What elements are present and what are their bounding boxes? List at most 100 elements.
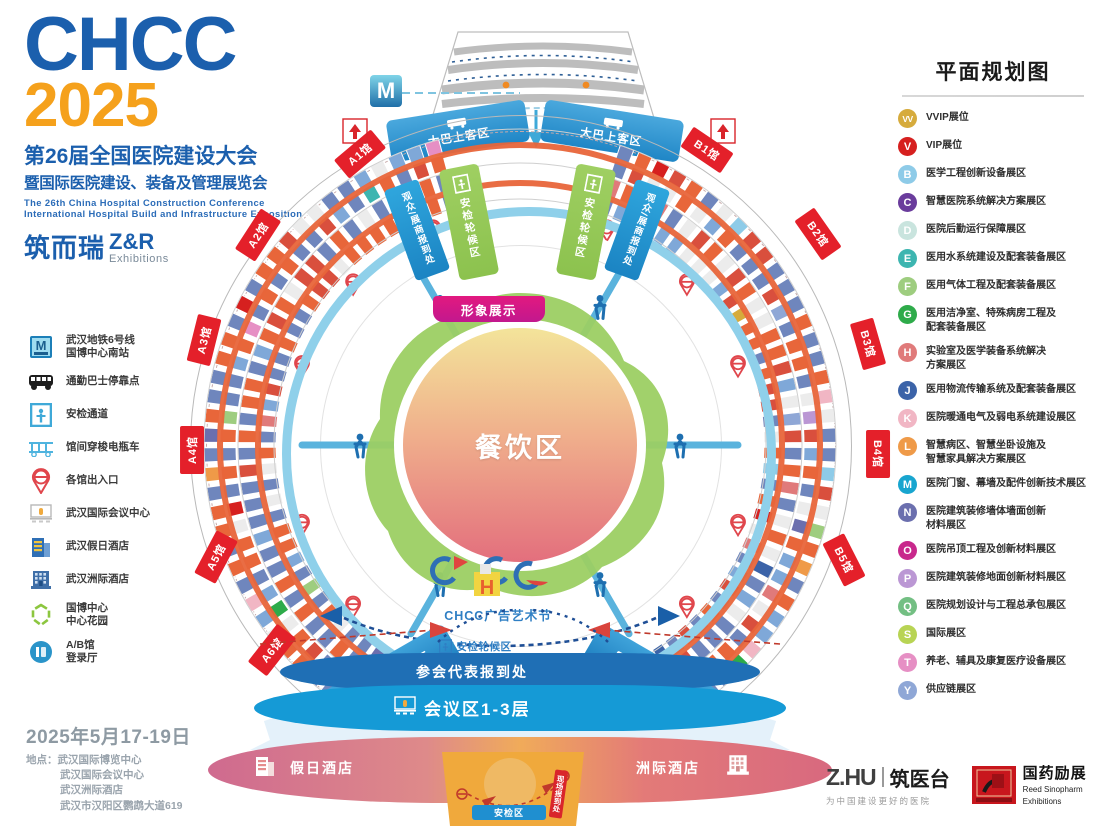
facility-item-metro: M 武汉地铁6号线 国博中心南站 xyxy=(26,330,226,364)
legend-item-o[interactable]: O 医院吊顶工程及创新材料展区 xyxy=(898,541,1088,560)
metro-icon: M xyxy=(26,333,56,361)
holiday-inn-icon xyxy=(26,533,56,561)
legend-label: 医院规划设计与工程总承包展区 xyxy=(926,600,1066,611)
hall-entrance-arrow-a1 xyxy=(342,118,368,144)
legend-label: 实验室及医学装备系统解决 方案展区 xyxy=(926,346,1046,371)
legend-item-h[interactable]: H 实验室及医学装备系统解决 方案展区 xyxy=(898,343,1088,372)
facility-legend: M 武汉地铁6号线 国博中心南站 通勤巴士停靠点 安检通道 馆间穿梭电瓶车 xyxy=(26,330,226,672)
legend-item-t[interactable]: T 养老、辅具及康复医疗设备展区 xyxy=(898,653,1088,672)
legend-item-d[interactable]: D 医院后勤运行保障展区 xyxy=(898,221,1088,240)
conference-title-cn: 第26届全国医院建设大会 xyxy=(24,145,258,169)
legend-badge-k: K xyxy=(898,409,917,428)
shuttle-route-arrows xyxy=(259,622,781,645)
legend-label: 医用物流传输系统及配套装备展区 xyxy=(926,384,1076,395)
legend-item-vv[interactable]: VV VVIP展位 xyxy=(898,109,1088,128)
legend-item-y[interactable]: Y 供应链展区 xyxy=(898,681,1088,700)
legend-badge-d: D xyxy=(898,221,917,240)
hall-tag-a4[interactable]: A4馆 xyxy=(180,425,205,475)
reed-name-cn: 国药励展 xyxy=(1022,765,1087,782)
venue-line: 武汉国际博览中心 xyxy=(57,754,142,766)
legend-item-p[interactable]: P 医院建筑装修地面创新材料展区 xyxy=(898,569,1088,588)
legend-item-c[interactable]: C 智慧医院系统解决方案展区 xyxy=(898,193,1088,212)
delegate-registration-bar[interactable] xyxy=(280,653,760,691)
legend-badge-vv: VV xyxy=(898,109,917,128)
organizer-name-cn: 筑而瑞 xyxy=(24,233,106,263)
legend-item-f[interactable]: F 医用气体工程及配套装备展区 xyxy=(898,277,1088,296)
parking-deck xyxy=(431,31,655,119)
legend-label: 医院后勤运行保障展区 xyxy=(926,224,1026,235)
facility-label: 安检通道 xyxy=(66,408,108,421)
pedestrian-icon xyxy=(593,572,607,598)
facility-item-garden: 国博中心 中心花园 xyxy=(26,598,226,632)
legend-item-q[interactable]: Q 医院规划设计与工程总承包展区 xyxy=(898,597,1088,616)
legend-item-s[interactable]: S 国际展区 xyxy=(898,625,1088,644)
legend-label: 医院建筑装修墙体墙面创新 材料展区 xyxy=(926,506,1046,531)
facility-item-registration-hall: A/B馆 登录厅 xyxy=(26,635,226,669)
conference-icon xyxy=(394,696,416,715)
legend-divider xyxy=(902,95,1084,97)
legend-label: 医用气体工程及配套装备展区 xyxy=(926,280,1056,291)
brand-year: 2025 xyxy=(24,71,159,141)
registration-hall-icon xyxy=(26,638,56,666)
security-gate-icon xyxy=(583,173,604,194)
svg-text:H: H xyxy=(480,577,494,599)
security-gate-icon xyxy=(438,638,452,654)
facility-item-conference-center: 武汉国际会议中心 xyxy=(26,499,226,529)
legend-item-b[interactable]: B 医学工程创新设备展区 xyxy=(898,165,1088,184)
facility-label: 各馆出入口 xyxy=(66,474,119,487)
facility-item-shuttle: 馆间穿梭电瓶车 xyxy=(26,433,226,463)
dining-area[interactable]: 餐饮区 xyxy=(398,323,642,567)
legend-badge-b: B xyxy=(898,165,917,184)
metro-connector-line xyxy=(402,92,520,94)
image-display-banner[interactable]: 形象展示 xyxy=(433,296,545,322)
hall-tag-b4[interactable]: B4馆 xyxy=(866,429,891,479)
security-zone-bar[interactable]: 安检区 xyxy=(472,805,546,820)
legend-label: 医用水系统建设及配套装备展区 xyxy=(926,252,1066,263)
event-venue: 地点：武汉国际博览中心 武汉国际会议中心 武汉洲际酒店 武汉市汉阳区鹦鹉大道61… xyxy=(26,753,191,814)
event-date: 2025年5月17-19日 xyxy=(26,727,191,748)
hotel-left-label: 假日酒店 xyxy=(290,760,354,776)
security-waiting-right[interactable]: 安检轮候区 xyxy=(555,163,617,281)
security-waiting-label: 安检轮候区 xyxy=(572,196,597,260)
security-waiting-bottom[interactable]: 安检轮候区 xyxy=(415,637,535,655)
legend-label: 医院暖通电气及弱电系统建设展区 xyxy=(926,412,1076,423)
legend-item-v[interactable]: V VIP展位 xyxy=(898,137,1088,156)
intercontinental-icon xyxy=(727,755,749,775)
intercontinental-icon xyxy=(26,566,56,594)
metro-badge-label: M xyxy=(376,78,396,103)
legend-item-j[interactable]: J 医用物流传输系统及配套装备展区 xyxy=(898,381,1088,400)
security-waiting-connectors xyxy=(437,608,609,643)
exhibition-floor-plan[interactable]: M 大巴上客区 大巴上客区 xyxy=(170,10,891,835)
metro-badge[interactable]: M xyxy=(370,75,402,107)
reed-sinopharm-logo: 国药励展 Reed Sinopharm Exhibitions xyxy=(971,762,1087,807)
security-waiting-left[interactable]: 安检轮候区 xyxy=(438,163,500,281)
art-festival-label: CHCC广告艺术节 xyxy=(444,609,552,623)
legend-label: 供应链展区 xyxy=(926,684,976,695)
legend-item-e[interactable]: E 医用水系统建设及配套装备展区 xyxy=(898,249,1088,268)
legend-item-n[interactable]: N 医院建筑装修墙体墙面创新 材料展区 xyxy=(898,503,1088,532)
legend-item-m[interactable]: M 医院门窗、幕墙及配件创新技术展区 xyxy=(898,475,1088,494)
hall-entrance-arrow-b1 xyxy=(710,118,736,144)
legend-badge-t: T xyxy=(898,653,917,672)
facility-item-holiday-inn: 武汉假日酒店 xyxy=(26,532,226,562)
conference-area-bar[interactable] xyxy=(254,685,786,731)
legend-badge-e: E xyxy=(898,249,917,268)
zhuyitai-tagline: 为中国建设更好的医院 xyxy=(826,795,932,806)
legend-item-g[interactable]: G 医用洁净室、特殊病房工程及 配套装备展区 xyxy=(898,305,1088,334)
legend-label: 智慧病区、智慧坐卧设施及 智慧家具解决方案展区 xyxy=(926,440,1046,465)
reed-mark-icon xyxy=(971,765,1016,804)
zhuyitai-logo: Z.HU 筑医台 为中国建设更好的医院 xyxy=(826,763,950,807)
facility-label: 武汉假日酒店 xyxy=(66,540,129,553)
legend-label: 医院吊顶工程及创新材料展区 xyxy=(926,544,1056,555)
legend-item-l[interactable]: L 智慧病区、智慧坐卧设施及 智慧家具解决方案展区 xyxy=(898,437,1088,466)
facility-item-intercontinental: 武汉洲际酒店 xyxy=(26,565,226,595)
legend-badge-m: M xyxy=(898,475,917,494)
hall-tag-b3[interactable]: B3馆 xyxy=(849,317,887,371)
svg-text:M: M xyxy=(36,338,47,353)
legend-item-k[interactable]: K 医院暖通电气及弱电系统建设展区 xyxy=(898,409,1088,428)
legend-label: 医用洁净室、特殊病房工程及 配套装备展区 xyxy=(926,308,1056,333)
facility-item-entrance: 各馆出入口 xyxy=(26,466,226,496)
legend-badge-q: Q xyxy=(898,597,917,616)
venue-line: 武汉国际会议中心 xyxy=(60,769,144,782)
